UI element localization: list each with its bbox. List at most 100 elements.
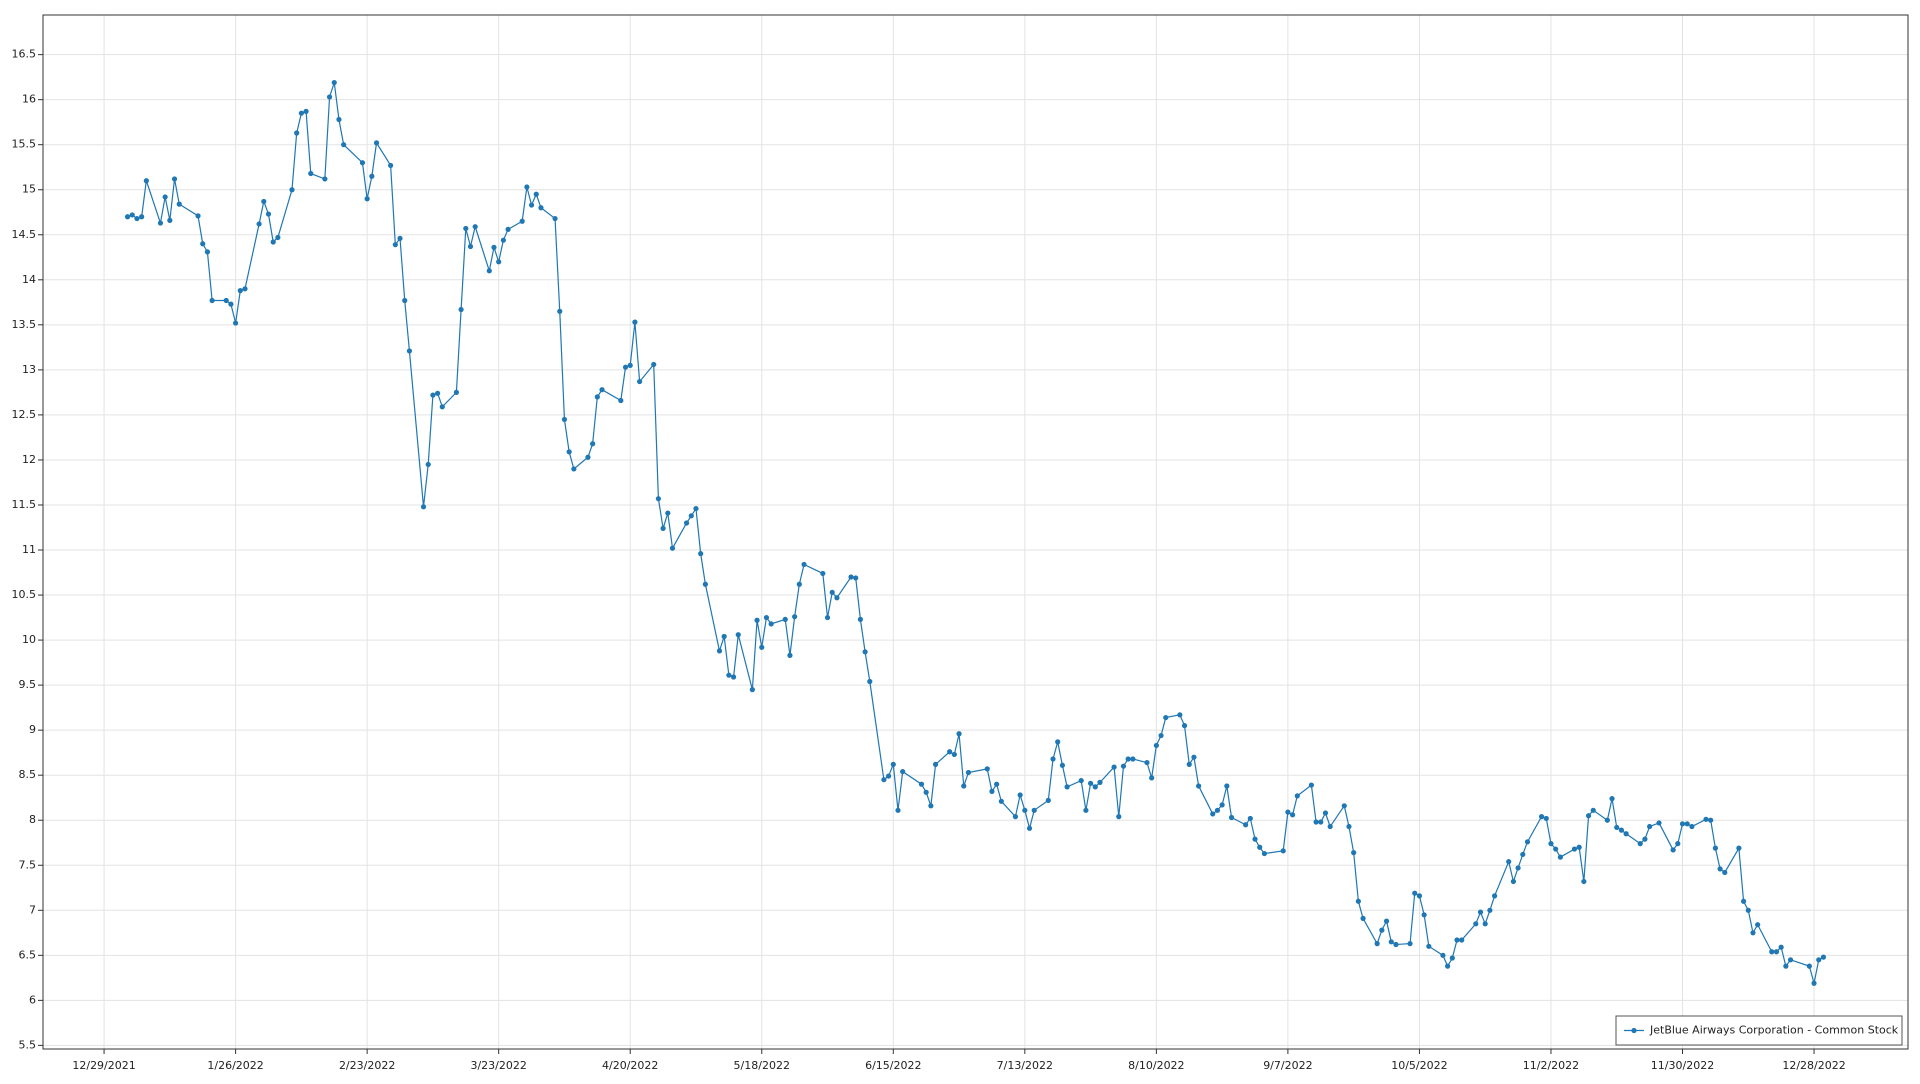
data-point	[1031, 807, 1037, 813]
data-point	[458, 306, 464, 313]
y-tick-label: 6.5	[19, 948, 37, 961]
data-point	[627, 362, 633, 368]
y-tick-label: 10	[22, 633, 36, 646]
data-point	[655, 496, 662, 502]
data-point	[1773, 949, 1780, 955]
data-point	[1670, 847, 1676, 853]
data-point	[857, 616, 864, 622]
data-point	[519, 218, 525, 224]
data-point	[1487, 907, 1493, 913]
data-point	[848, 574, 854, 580]
data-point	[1750, 930, 1756, 936]
data-point	[1341, 803, 1347, 809]
data-point	[984, 766, 990, 772]
data-point	[270, 239, 276, 245]
data-point	[1243, 822, 1249, 828]
data-point	[923, 789, 929, 795]
y-tick-label: 15.5	[12, 138, 37, 151]
data-point	[1609, 796, 1615, 802]
data-point	[796, 581, 802, 587]
y-tick-label: 11	[22, 543, 36, 556]
data-point	[1421, 912, 1427, 918]
data-point	[1163, 714, 1169, 721]
data-point	[265, 211, 272, 217]
data-point	[1604, 817, 1610, 823]
y-tick-label: 12	[22, 453, 36, 466]
data-point	[129, 212, 135, 218]
data-point	[1538, 814, 1545, 820]
data-point	[782, 616, 788, 622]
data-point	[1177, 712, 1183, 718]
data-point	[683, 520, 690, 526]
data-point	[533, 191, 539, 197]
data-point	[1491, 893, 1498, 899]
data-point	[1383, 918, 1390, 924]
data-point	[326, 94, 333, 100]
data-point	[162, 194, 168, 200]
data-point	[496, 259, 502, 265]
x-tick-label: 2/23/2022	[339, 1059, 395, 1072]
data-point	[1524, 839, 1531, 845]
legend-box	[1615, 1015, 1903, 1046]
data-point	[195, 213, 201, 219]
data-point	[1322, 810, 1329, 816]
y-tick-label: 14	[22, 273, 36, 286]
data-point	[726, 672, 732, 678]
data-point	[1219, 802, 1225, 808]
data-point	[467, 243, 474, 250]
y-tick-label: 7	[29, 903, 36, 916]
data-point	[749, 687, 755, 693]
data-point	[989, 788, 995, 795]
data-point	[1553, 846, 1559, 852]
data-point	[167, 217, 173, 223]
data-point	[233, 320, 239, 326]
data-point	[820, 570, 826, 577]
data-point	[124, 214, 131, 220]
data-point	[1520, 851, 1526, 858]
y-tick-label: 13.5	[12, 318, 37, 331]
data-point	[425, 461, 431, 468]
data-point	[853, 575, 859, 581]
data-point	[951, 751, 957, 758]
data-point	[1055, 739, 1061, 745]
data-point	[1351, 850, 1357, 856]
y-tick-label: 9.5	[19, 678, 37, 691]
data-point	[1449, 955, 1455, 961]
data-point	[900, 768, 906, 775]
x-tick-label: 12/29/2021	[72, 1059, 135, 1072]
data-point	[1778, 944, 1784, 950]
y-tick-label: 12.5	[12, 408, 37, 421]
data-point	[688, 513, 694, 519]
data-point	[1755, 922, 1761, 928]
data-point	[651, 361, 657, 368]
data-point	[1125, 756, 1131, 762]
data-point	[721, 633, 727, 640]
data-point	[472, 224, 478, 230]
data-point	[1181, 723, 1188, 729]
legend: JetBlue Airways Corporation - Common Sto…	[1615, 1015, 1903, 1046]
data-point	[557, 308, 563, 314]
data-point	[1308, 782, 1314, 788]
data-point	[1769, 949, 1775, 955]
x-tick-label: 5/18/2022	[734, 1059, 790, 1072]
data-point	[594, 394, 600, 400]
data-point	[824, 614, 831, 621]
data-point	[862, 649, 868, 655]
data-point	[491, 244, 497, 250]
data-point	[237, 288, 243, 294]
data-point	[453, 389, 460, 395]
data-point	[890, 761, 896, 767]
data-point	[406, 348, 413, 354]
x-tick-label: 7/13/2022	[997, 1059, 1053, 1072]
data-point	[1355, 898, 1361, 904]
data-point	[1576, 844, 1582, 850]
x-tick-label: 11/30/2022	[1651, 1059, 1714, 1072]
data-point	[693, 505, 699, 512]
data-point	[829, 589, 835, 595]
data-point	[1717, 866, 1723, 872]
data-point	[754, 617, 760, 623]
data-point	[209, 297, 215, 304]
data-point	[585, 454, 591, 460]
data-point	[364, 196, 370, 202]
data-point	[1787, 957, 1794, 963]
